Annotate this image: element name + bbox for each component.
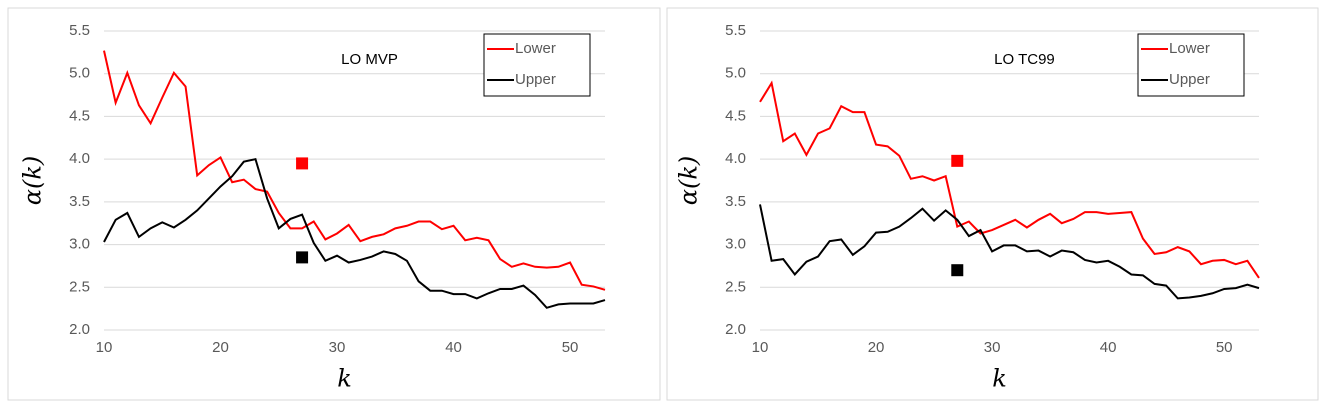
- x-tick-label: 10: [96, 339, 113, 356]
- legend-label: Lower: [515, 40, 556, 57]
- y-tick-label: 4.0: [725, 150, 746, 167]
- marker: [951, 154, 964, 167]
- series-line: [103, 50, 606, 291]
- y-tick-label: 5.5: [725, 22, 746, 39]
- x-tick-label: 30: [329, 339, 346, 356]
- y-tick-label: 5.5: [69, 22, 90, 39]
- x-axis-title: k: [992, 365, 1007, 393]
- y-tick-label: 3.5: [69, 193, 90, 210]
- x-tick-label: 10: [752, 339, 769, 356]
- series-line: [759, 80, 1260, 279]
- x-tick-label: 20: [868, 339, 885, 356]
- y-tick-label: 5.0: [69, 65, 90, 82]
- legend-box: [1137, 33, 1245, 97]
- y-tick-label: 3.5: [725, 193, 746, 210]
- marker: [951, 264, 964, 277]
- y-tick-label: 2.0: [69, 321, 90, 338]
- y-tick-label: 4.5: [725, 107, 746, 124]
- series-line: [103, 157, 606, 309]
- x-tick-label: 20: [212, 339, 229, 356]
- annotation: LO MVP: [341, 51, 398, 68]
- series-line: [759, 204, 1260, 300]
- y-tick-label: 2.5: [725, 278, 746, 295]
- x-tick-label: 30: [984, 339, 1001, 356]
- marker: [296, 157, 309, 170]
- y-tick-label: 3.0: [69, 236, 90, 253]
- y-tick-label: 2.5: [69, 278, 90, 295]
- y-tick-label: 5.0: [725, 65, 746, 82]
- x-axis-title: k: [337, 365, 352, 393]
- y-tick-label: 3.0: [725, 236, 746, 253]
- x-tick-label: 40: [1100, 339, 1117, 356]
- legend-box: [483, 33, 591, 97]
- legend-label: Upper: [515, 71, 556, 88]
- y-axis-title: α(k): [19, 156, 47, 205]
- legend-label: Upper: [1169, 71, 1210, 88]
- y-tick-label: 4.5: [69, 107, 90, 124]
- y-tick-label: 4.0: [69, 150, 90, 167]
- x-tick-label: 50: [1216, 339, 1233, 356]
- x-tick-label: 40: [445, 339, 462, 356]
- marker: [296, 251, 309, 264]
- x-tick-label: 50: [562, 339, 579, 356]
- annotation: LO TC99: [994, 51, 1055, 68]
- legend-label: Lower: [1169, 40, 1210, 57]
- y-tick-label: 2.0: [725, 321, 746, 338]
- y-axis-title: α(k): [675, 156, 703, 205]
